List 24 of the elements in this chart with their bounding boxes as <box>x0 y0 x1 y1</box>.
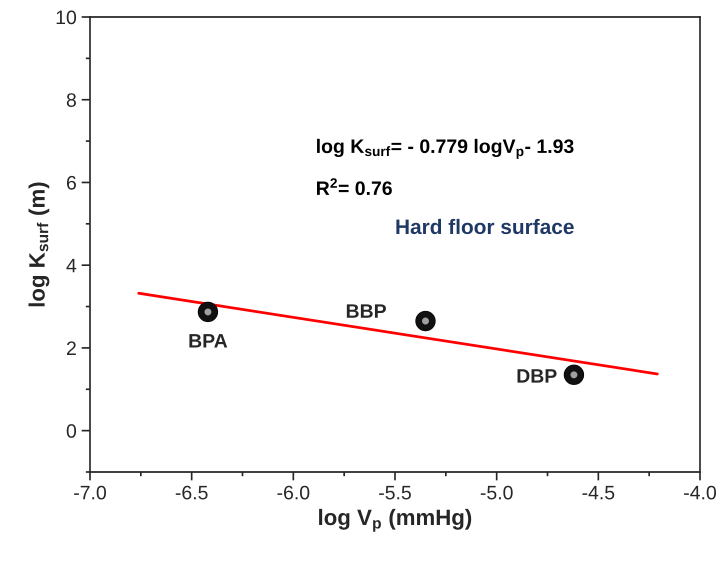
y-tick-label: 6 <box>66 176 76 190</box>
y-tick-label: 0 <box>66 424 76 438</box>
y-axis-title: log K$_{surf}$ (m) <box>28 182 50 306</box>
annotation: BBP <box>346 304 386 318</box>
x-tick-label: -7.0 <box>74 486 106 500</box>
x-tick-label: -4.0 <box>684 486 716 500</box>
y-tick-label: 4 <box>66 258 76 272</box>
y-tick-label: 10 <box>56 10 76 24</box>
point <box>415 310 436 332</box>
annotation: log K$_{surf}$= - 0.779 logV$_{p}$- 1.93 <box>317 138 574 159</box>
annotation: DBP <box>518 369 557 383</box>
x-tick-label: -6.5 <box>176 486 208 500</box>
annotation: Hard floor surface <box>396 218 574 234</box>
y-tick-label: 2 <box>66 341 76 355</box>
annotation: BPA <box>189 334 228 348</box>
x-tick-label: -6.0 <box>277 486 310 500</box>
x-tick-label: -5.0 <box>480 486 513 500</box>
annotation: R$^{2}$= 0.76 <box>317 178 392 196</box>
y-tick-label: 8 <box>66 93 76 107</box>
point <box>564 364 584 385</box>
x-axis-title: log V$_{p}$ (mmHg) <box>319 508 472 532</box>
point <box>198 302 218 322</box>
x-tick-label: -5.5 <box>379 486 411 500</box>
x-tick-label: -4.5 <box>582 486 614 500</box>
